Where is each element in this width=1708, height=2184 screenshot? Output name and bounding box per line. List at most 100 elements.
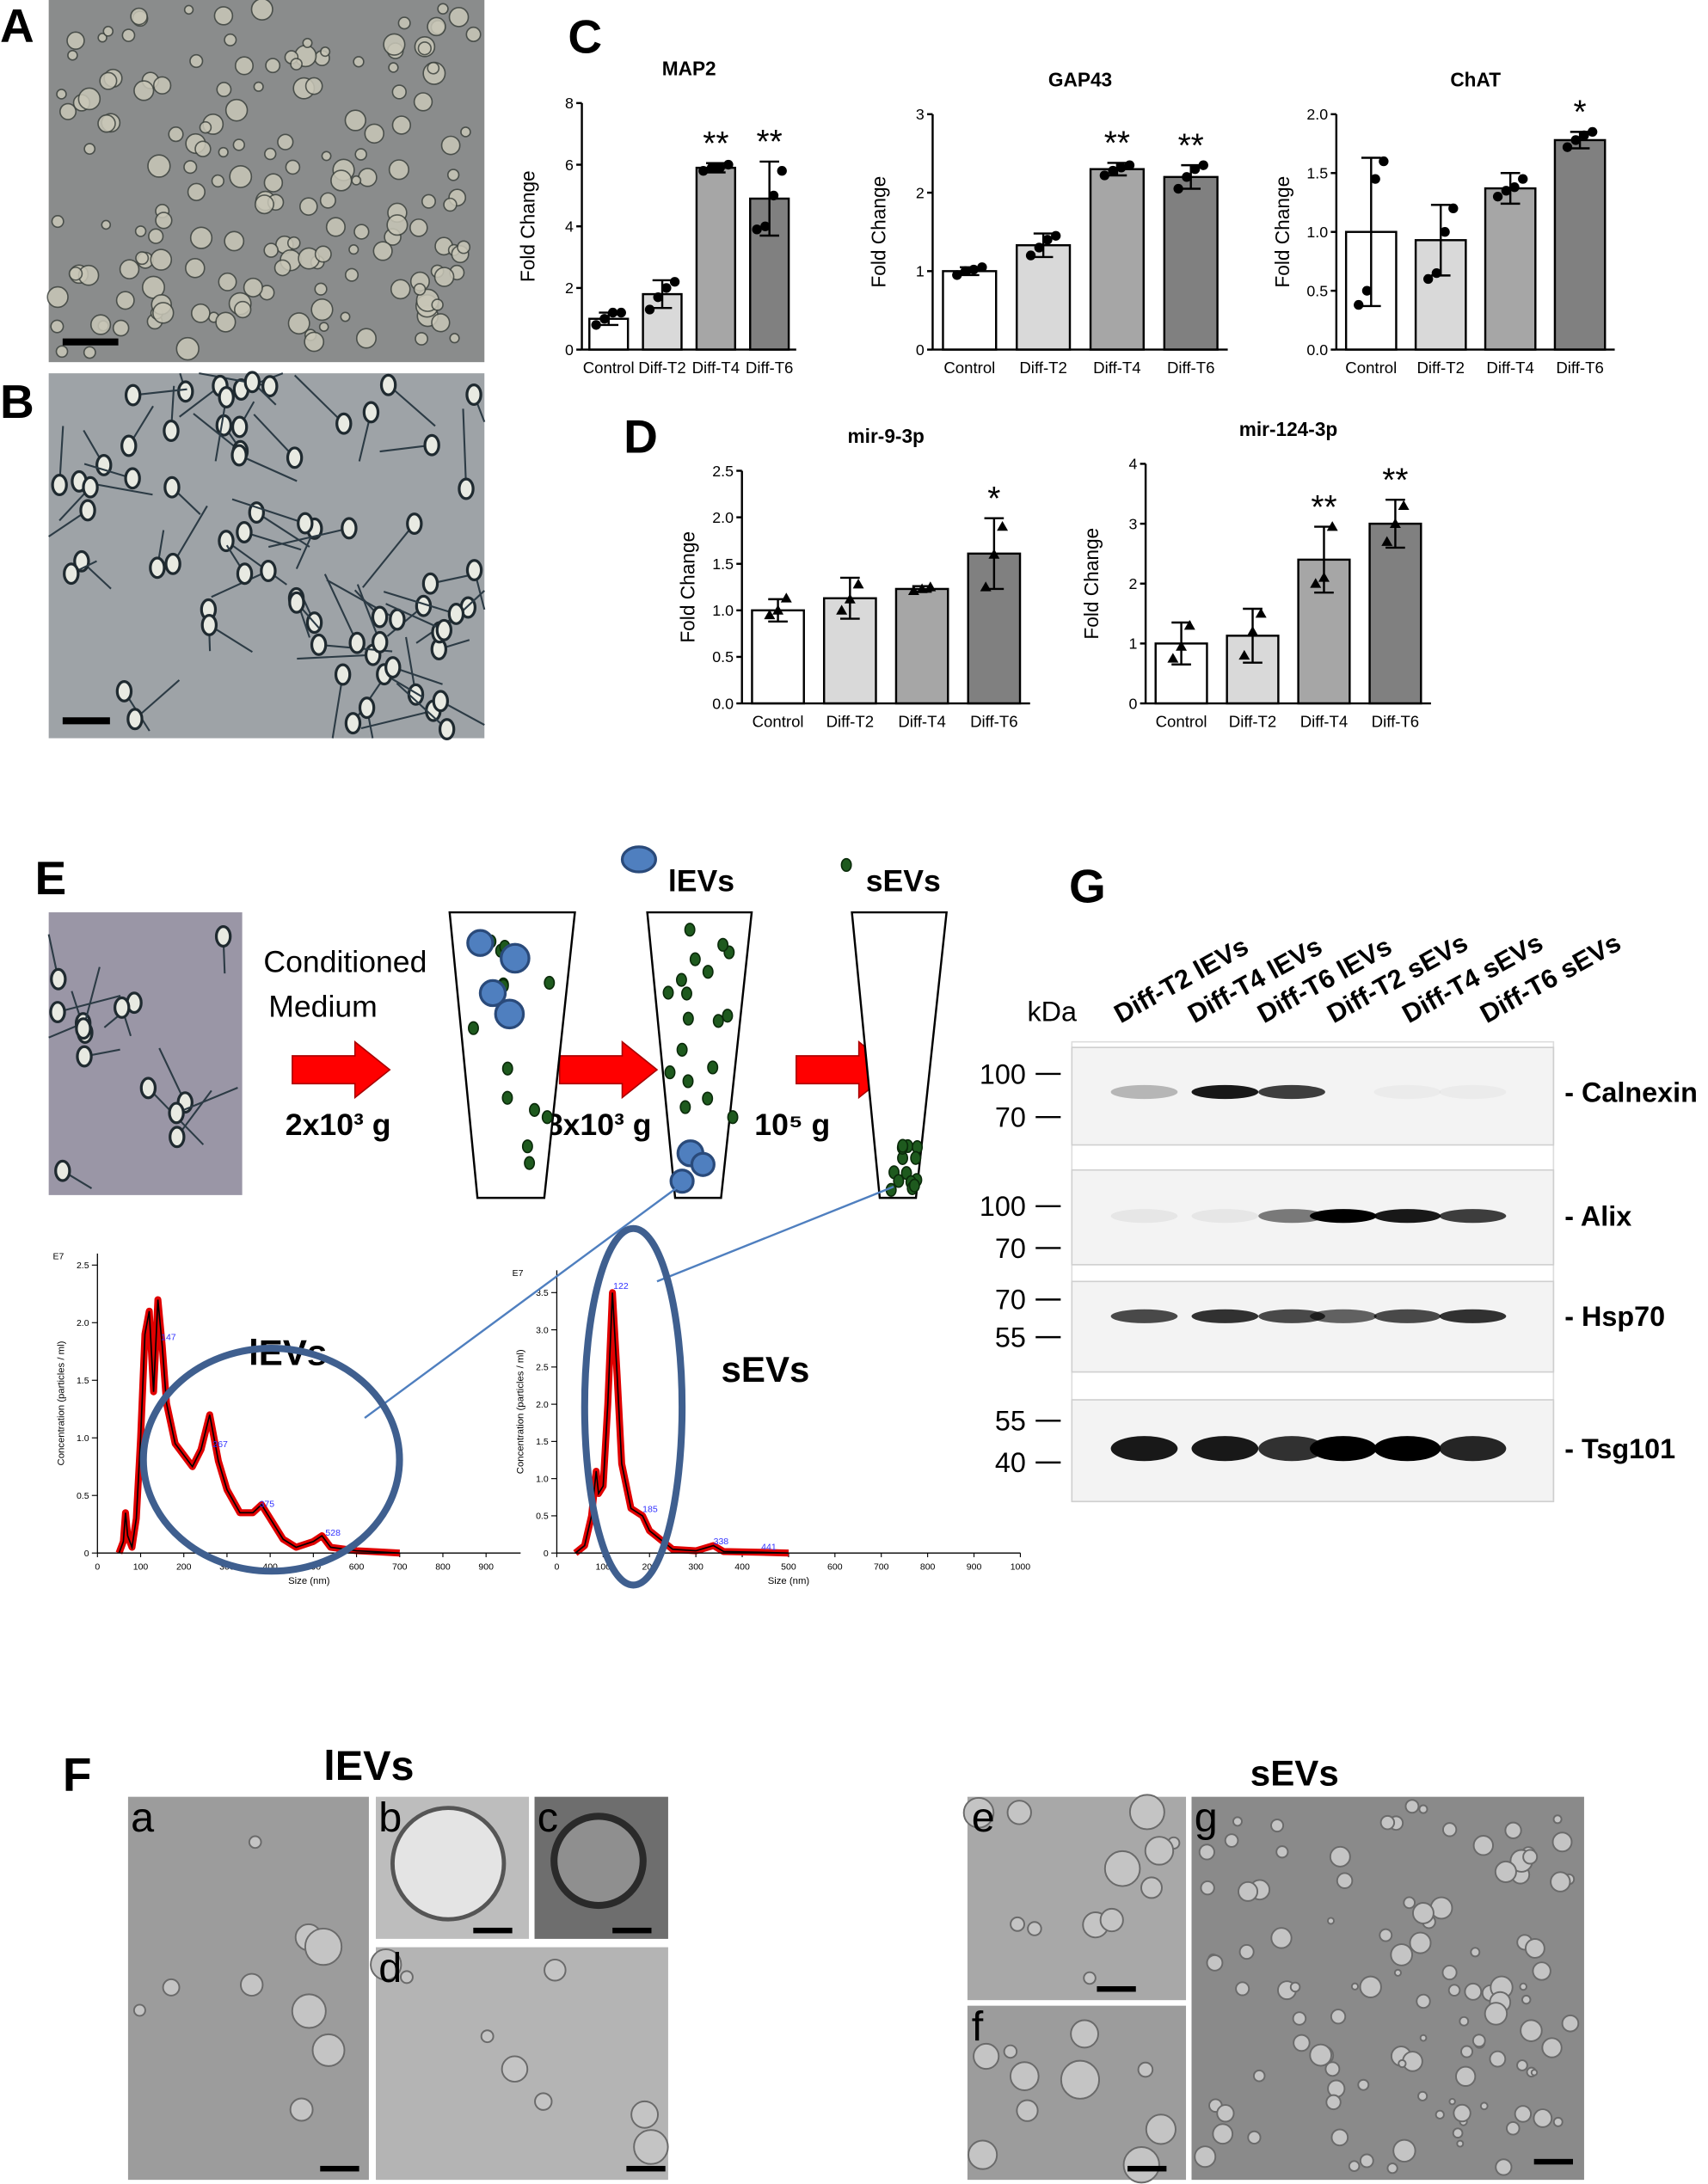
small-ev — [702, 1091, 714, 1106]
cell-body — [334, 663, 352, 686]
highlight — [581, 1224, 686, 1589]
data-point — [1354, 299, 1364, 310]
band — [1258, 1209, 1325, 1224]
data-point — [1173, 183, 1183, 194]
vesicle — [1404, 1799, 1420, 1814]
cell-body — [139, 1077, 157, 1100]
data-point — [1124, 160, 1135, 170]
cell — [344, 109, 366, 132]
cell — [130, 7, 148, 26]
panel-label: F — [63, 1748, 92, 1801]
scale-bar — [1097, 1985, 1136, 1992]
y-tick-label: 3 — [916, 106, 925, 123]
chart-title: mir-9-3p — [848, 425, 925, 447]
significance: * — [1574, 95, 1587, 132]
x-axis-label: Size (nm) — [288, 1576, 330, 1586]
fraction-label: lEVs — [668, 864, 734, 899]
data-point — [1238, 649, 1250, 660]
image-label: e — [972, 1794, 995, 1841]
neurite — [293, 374, 345, 425]
image-label: f — [972, 2003, 984, 2050]
large-ev — [494, 998, 525, 1030]
neurite — [379, 444, 433, 453]
cell — [133, 80, 155, 101]
y-tick-label: 3.0 — [536, 1325, 549, 1335]
small-ev — [524, 1156, 536, 1170]
bar — [1553, 138, 1607, 351]
small-ev — [712, 1014, 724, 1028]
y-tick-label: 2.0 — [77, 1318, 89, 1328]
cell-body — [230, 415, 249, 439]
y-tick-label: 3 — [1128, 515, 1137, 532]
cell — [46, 285, 69, 309]
cell-body — [218, 386, 235, 408]
vesicle — [1235, 1981, 1250, 1997]
cell — [97, 113, 116, 133]
y-tick-label: 1.5 — [77, 1376, 89, 1386]
cell-body — [49, 1001, 66, 1023]
peak-label: 441 — [761, 1543, 777, 1553]
vesicle — [1417, 2090, 1428, 2101]
data-point — [916, 583, 928, 593]
vesicle — [1448, 2097, 1456, 2106]
vesicle — [1504, 1821, 1522, 1839]
cell — [189, 53, 204, 69]
vesicle — [1010, 1916, 1025, 1932]
vesicle — [1350, 1982, 1360, 1991]
data-point — [1025, 250, 1036, 261]
data-point — [968, 264, 979, 275]
y-tick-label: 2 — [1128, 575, 1137, 592]
vesicle — [1060, 2059, 1100, 2100]
vesicle — [304, 1927, 343, 1966]
cell — [390, 279, 411, 300]
vesicle — [1459, 2015, 1470, 2027]
cell — [155, 212, 173, 230]
vesicle — [1027, 1921, 1042, 1936]
image-label: c — [538, 1794, 558, 1841]
cell — [325, 217, 346, 237]
cell — [413, 283, 427, 296]
band — [1374, 1085, 1441, 1099]
vesicle — [1292, 2011, 1307, 2026]
cell-body — [261, 375, 279, 398]
cell — [391, 84, 407, 100]
small-ev — [675, 972, 687, 987]
cell-body — [288, 591, 305, 614]
cell — [121, 28, 136, 42]
data-point — [1099, 170, 1110, 181]
y-tick-label: 0 — [1128, 695, 1137, 712]
vesicle — [1309, 2043, 1333, 2067]
neurite — [361, 523, 415, 588]
data-point — [591, 320, 601, 330]
large-ev — [620, 845, 657, 874]
bar — [1016, 244, 1072, 351]
data-point — [852, 579, 864, 589]
vesicle — [1003, 2044, 1018, 2059]
cell — [51, 214, 65, 229]
cell — [183, 4, 194, 15]
cell-body — [149, 556, 166, 580]
x-tick-label: Diff-T2 — [1229, 713, 1276, 731]
neurite — [193, 413, 242, 452]
vesicle — [132, 2003, 146, 2017]
y-tick-label: 1.5 — [712, 555, 734, 573]
vesicle — [1494, 1860, 1517, 1883]
cell — [383, 33, 406, 56]
cell — [233, 300, 252, 319]
cell-body — [447, 603, 465, 625]
cell-body — [126, 708, 144, 731]
cell — [218, 146, 229, 158]
neurite — [255, 512, 310, 548]
band — [1110, 1436, 1178, 1462]
data-point — [960, 266, 971, 277]
y-axis-label: Fold Change — [1080, 528, 1103, 640]
cell-body — [215, 414, 233, 437]
data-point — [1198, 160, 1208, 170]
tube — [448, 911, 576, 1199]
cell — [112, 319, 130, 337]
cell-body — [286, 446, 304, 469]
data-point — [1183, 620, 1195, 630]
x-axis-label: Size (nm) — [768, 1576, 810, 1586]
cell-body — [54, 1159, 71, 1182]
highlight — [139, 1345, 403, 1575]
